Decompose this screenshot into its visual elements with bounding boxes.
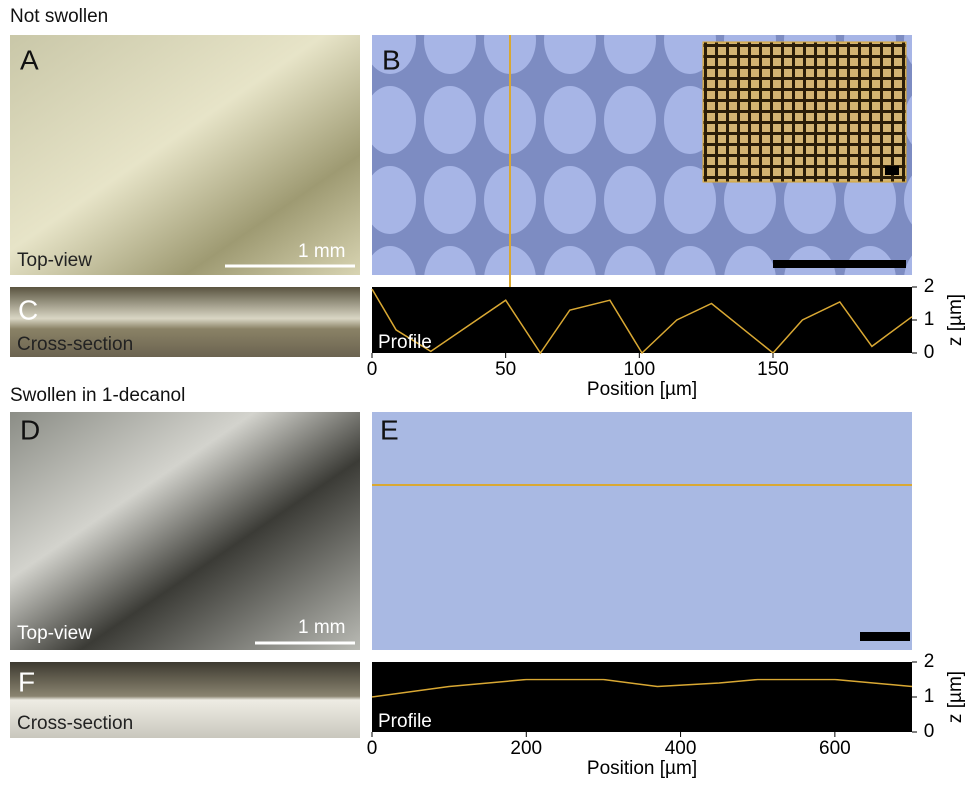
inset <box>702 41 907 183</box>
panel-letter: D <box>20 414 40 445</box>
x-tick-label: 0 <box>367 738 378 759</box>
x-axis-label: Position [µm] <box>587 379 697 400</box>
plot-label: Profile <box>378 332 432 353</box>
plot-label: Profile <box>378 711 432 732</box>
caption: Cross-section <box>17 334 133 355</box>
scale-label: 1 mm <box>298 617 346 638</box>
section-title: Not swollen <box>10 6 108 27</box>
image-c <box>10 287 360 357</box>
y-tick-label: 2 <box>924 276 935 297</box>
x-tick-label: 50 <box>495 359 516 380</box>
y-tick-label: 0 <box>924 721 935 742</box>
image-f <box>10 662 360 738</box>
scale-bar <box>860 632 910 641</box>
image-e <box>372 412 912 650</box>
section-title: Swollen in 1-decanol <box>10 385 185 406</box>
x-tick-label: 400 <box>665 738 697 759</box>
x-tick-label: 0 <box>367 359 378 380</box>
y-tick-label: 2 <box>924 651 935 672</box>
panel-letter: A <box>20 44 39 75</box>
scale-bar <box>773 260 906 268</box>
panel-letter: C <box>18 294 38 325</box>
x-tick-label: 200 <box>510 738 542 759</box>
image-d <box>10 412 360 650</box>
scale-label: 1 mm <box>298 241 346 262</box>
panel-letter: F <box>18 666 35 697</box>
panel-letter: E <box>380 414 399 445</box>
panel-letter: B <box>382 44 401 75</box>
y-tick-label: 0 <box>924 342 935 363</box>
caption: Top-view <box>17 250 92 271</box>
x-axis-label: Position [µm] <box>587 758 697 779</box>
y-tick-label: 1 <box>924 309 935 330</box>
plot-area <box>372 662 912 732</box>
plot-area <box>372 287 912 353</box>
scale-bar <box>885 166 899 175</box>
y-axis-label: z [µm] <box>945 671 965 723</box>
y-tick-label: 1 <box>924 686 935 707</box>
caption: Cross-section <box>17 713 133 734</box>
profile-line <box>372 289 912 353</box>
image-a <box>10 35 360 275</box>
x-tick-label: 100 <box>623 359 655 380</box>
x-tick-label: 150 <box>757 359 789 380</box>
x-tick-label: 600 <box>819 738 851 759</box>
profile-line <box>372 680 912 698</box>
caption: Top-view <box>17 623 92 644</box>
y-axis-label: z [µm] <box>945 294 965 346</box>
